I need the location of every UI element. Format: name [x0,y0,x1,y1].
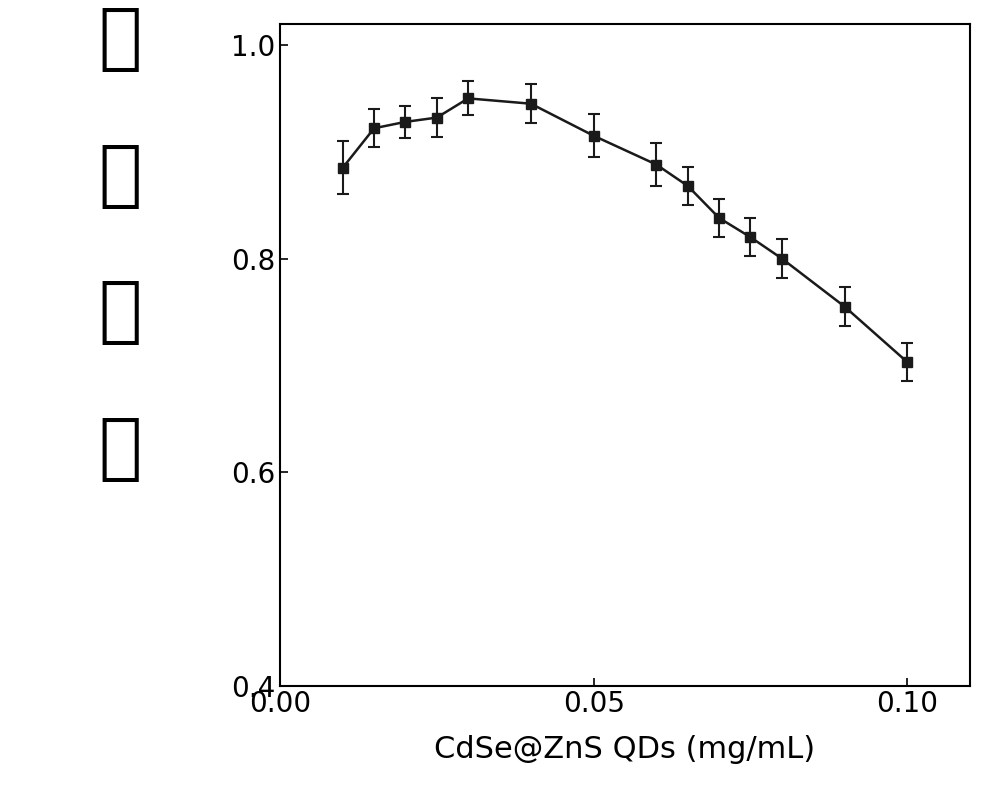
Text: 效: 效 [98,278,142,348]
Text: 眠: 眠 [98,5,142,74]
Text: 率: 率 [98,415,142,485]
X-axis label: CdSe@ZnS QDs (mg/mL): CdSe@ZnS QDs (mg/mL) [434,735,816,764]
Text: 灬: 灬 [98,142,142,210]
